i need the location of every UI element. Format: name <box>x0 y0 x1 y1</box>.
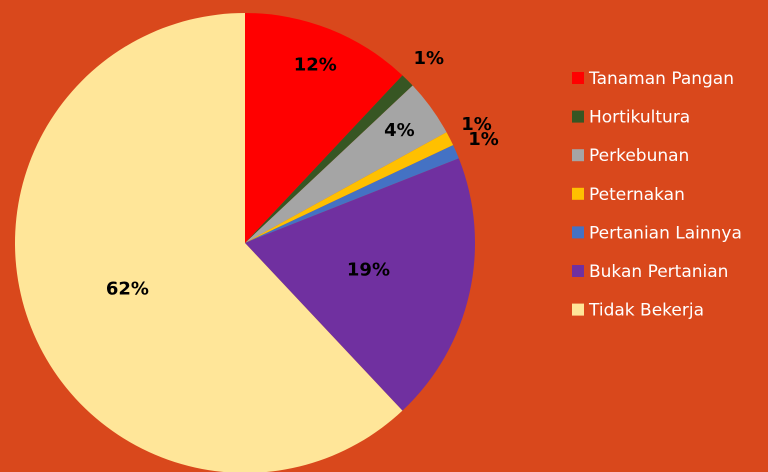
data-label: 62% <box>106 279 149 300</box>
data-label: 19% <box>347 260 390 281</box>
data-label: 1% <box>413 48 444 69</box>
data-label: 4% <box>384 120 415 141</box>
legend-label: Hortikultura <box>589 108 690 128</box>
legend-label: Peternakan <box>589 185 685 205</box>
legend-label: Tanaman Pangan <box>588 69 734 89</box>
pie-slice <box>15 13 403 472</box>
legend-swatch <box>572 265 584 277</box>
legend-swatch <box>572 110 584 123</box>
data-label: 12% <box>294 55 337 76</box>
pie-slice <box>245 85 447 243</box>
legend-swatch <box>572 72 584 84</box>
pie-slice <box>245 75 413 243</box>
data-label: 1% <box>461 114 492 135</box>
legend-label: Pertanian Lainnya <box>589 223 742 243</box>
legend-label: Tidak Bekerja <box>588 301 704 321</box>
pie-slice <box>245 145 459 243</box>
legend-swatch <box>572 303 584 316</box>
legend-swatch <box>572 149 584 162</box>
legend-label: Bukan Pertanian <box>589 262 728 282</box>
legend-swatch <box>572 226 584 239</box>
data-label: 1% <box>468 129 499 150</box>
pie-slice <box>245 13 403 243</box>
legend-label: Perkebunan <box>589 146 689 166</box>
pie-slice <box>245 132 454 243</box>
legend-swatch <box>572 187 584 200</box>
pie-slice <box>245 158 475 411</box>
